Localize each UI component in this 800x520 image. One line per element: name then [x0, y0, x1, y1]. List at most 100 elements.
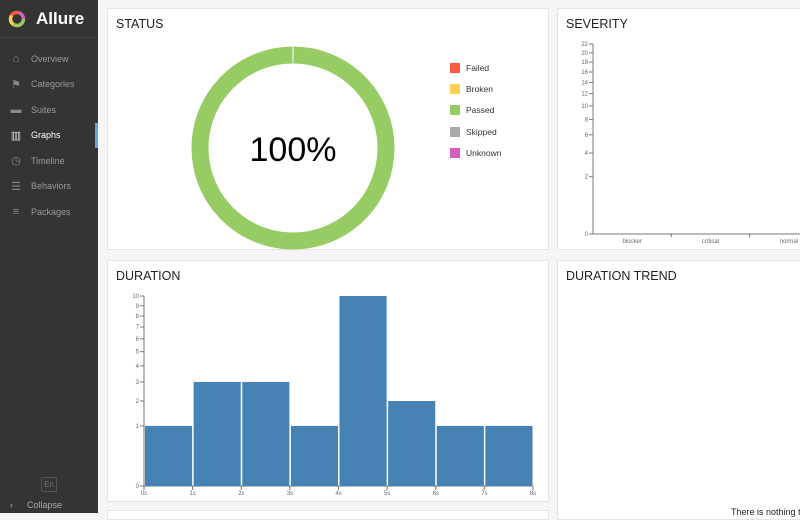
legend-swatch — [450, 62, 460, 73]
histogram-bar — [193, 381, 241, 486]
duration-trend-title: DURATION TREND — [566, 269, 677, 283]
y-tick-label: 2 — [136, 399, 140, 405]
sidebar: Allure ⌂ Overview ⚑ Categories ▬ Suites ▥ Graph… — [0, 0, 98, 513]
legend-label: Skipped — [466, 126, 497, 137]
y-tick-label: 4 — [136, 364, 140, 370]
brand[interactable]: Allure — [0, 0, 98, 38]
y-tick-label: 8 — [585, 117, 589, 123]
home-icon: ⌂ — [12, 52, 20, 65]
legend-label: Failed — [466, 62, 490, 73]
y-tick-label: 12 — [581, 92, 588, 98]
sidebar-item-overview[interactable]: ⌂ Overview — [0, 46, 98, 72]
align-left-icon: ≡ — [12, 205, 20, 218]
allure-logo-icon — [8, 10, 26, 27]
x-tick-label: 1s — [189, 491, 195, 497]
legend-item-passed[interactable]: Passed — [450, 100, 501, 121]
x-tick-label: 3s — [287, 491, 293, 497]
legend-label: Unknown — [466, 147, 502, 158]
y-tick-label: 1 — [136, 424, 140, 430]
y-tick-label: 9 — [136, 304, 140, 310]
histogram-bar — [388, 401, 436, 486]
empty-message: There is nothing to show — [731, 507, 800, 517]
sidebar-item-behaviors[interactable]: ☰ Behaviors — [0, 174, 98, 200]
status-title: STATUS — [116, 17, 164, 31]
duration-widget: DURATION 0 1 2 3 4 5 6 7 8 9 10 0s 1s 2s 3s 4s 5s 6s 7s 8s — [107, 260, 549, 502]
y-tick-label: 4 — [585, 151, 589, 157]
legend-label: Broken — [466, 83, 493, 94]
flag-icon: ⚑ — [11, 78, 21, 91]
sidebar-item-label: Overview — [31, 53, 69, 64]
y-tick-label: 14 — [581, 80, 588, 86]
legend-swatch — [450, 126, 460, 137]
y-tick-label: 8 — [136, 314, 140, 320]
sidebar-item-label: Suites — [31, 104, 57, 115]
clock-icon: ◷ — [11, 155, 21, 168]
y-tick-label: 0 — [585, 232, 589, 238]
app-title: Allure — [36, 8, 85, 28]
legend-label: Passed — [466, 105, 495, 116]
x-tick-label: blocker — [622, 239, 641, 245]
bar-chart-icon: ▥ — [10, 129, 22, 142]
y-tick-label: 16 — [581, 70, 588, 76]
x-tick-label: 0s — [141, 491, 147, 497]
y-tick-label: 22 — [581, 42, 588, 48]
legend-swatch — [450, 147, 460, 158]
sidebar-item-timeline[interactable]: ◷ Timeline — [0, 148, 98, 174]
x-tick-label: 8s — [530, 491, 536, 497]
status-legend: Failed Broken Passed Skipped Unknown — [450, 57, 501, 163]
histogram-bar — [242, 381, 290, 486]
collapse-button[interactable]: ‹ Collapse — [10, 500, 62, 510]
y-tick-label: 3 — [136, 380, 140, 386]
y-tick-label: 7 — [136, 325, 140, 331]
histogram-bar — [145, 425, 193, 486]
next-widget — [107, 510, 549, 520]
y-tick-label: 5 — [136, 350, 140, 356]
y-tick-label: 0 — [136, 484, 140, 490]
histogram-bar — [290, 425, 338, 486]
sidebar-item-graphs[interactable]: ▥ Graphs — [0, 122, 98, 149]
y-tick-label: 20 — [581, 51, 588, 57]
x-tick-label: 4s — [335, 491, 341, 497]
sidebar-item-label: Timeline — [31, 155, 65, 166]
y-tick-label: 2 — [585, 175, 589, 181]
legend-item-unknown[interactable]: Unknown — [450, 142, 501, 163]
legend-item-skipped[interactable]: Skipped — [450, 121, 501, 142]
chevron-left-icon: ‹ — [10, 500, 13, 510]
y-tick-label: 10 — [132, 294, 139, 300]
x-tick-label: 2s — [238, 491, 244, 497]
legend-swatch — [450, 105, 460, 116]
legend-item-broken[interactable]: Broken — [450, 78, 501, 99]
y-tick-label: 10 — [581, 104, 588, 110]
briefcase-icon: ▬ — [10, 103, 22, 116]
status-donut: 100% — [191, 46, 395, 250]
sidebar-item-packages[interactable]: ≡ Packages — [0, 199, 98, 225]
y-tick-label: 6 — [136, 337, 140, 343]
sidebar-item-label: Graphs — [31, 130, 61, 141]
legend-swatch — [450, 83, 460, 94]
duration-trend-widget: DURATION TREND There is nothing to show — [557, 260, 800, 520]
sidebar-item-label: Packages — [31, 206, 71, 217]
histogram-bar — [436, 425, 484, 486]
x-tick-label: critical — [702, 239, 719, 245]
duration-title: DURATION — [116, 269, 181, 283]
histogram-bar — [485, 425, 533, 486]
duration-chart: 0 1 2 3 4 5 6 7 8 9 10 0s 1s 2s 3s 4s 5s 6s 7s 8s — [132, 294, 536, 497]
severity-widget: SEVERITY 0 2 4 6 8 10 12 14 16 18 20 22 blocker criti… — [557, 8, 800, 250]
sidebar-item-label: Categories — [31, 79, 75, 90]
sidebar-item-label: Behaviors — [31, 181, 72, 192]
y-tick-label: 18 — [581, 60, 588, 66]
list-icon: ☰ — [11, 180, 21, 193]
status-widget: STATUS 100% Failed Broken Passed Skipped Unk… — [107, 8, 549, 250]
x-tick-label: 7s — [481, 491, 487, 497]
legend-item-failed[interactable]: Failed — [450, 57, 501, 78]
histogram-bar — [339, 296, 387, 486]
sidebar-item-suites[interactable]: ▬ Suites — [0, 97, 98, 123]
sidebar-item-categories[interactable]: ⚑ Categories — [0, 72, 98, 98]
severity-title: SEVERITY — [566, 17, 628, 31]
y-tick-label: 6 — [585, 133, 589, 139]
x-tick-label: normal — [780, 239, 798, 245]
collapse-label: Collapse — [27, 500, 63, 510]
status-percent: 100% — [250, 131, 337, 169]
x-tick-label: 5s — [384, 491, 390, 497]
language-button[interactable]: En — [41, 477, 57, 492]
